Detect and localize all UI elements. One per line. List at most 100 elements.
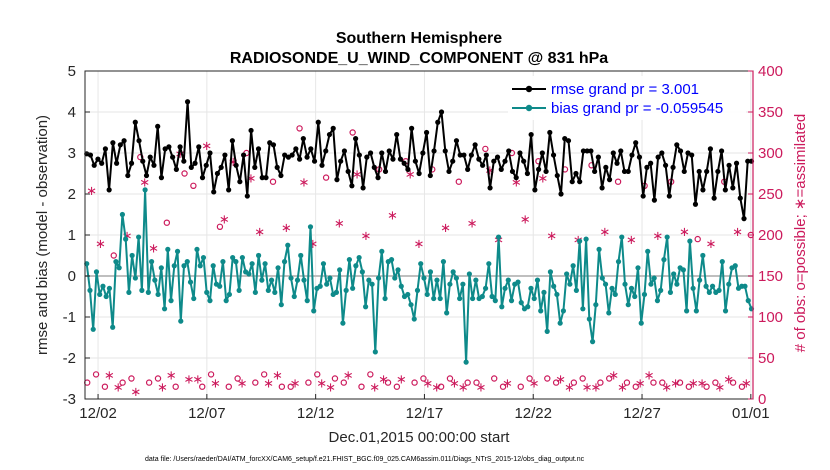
obs-assimilated-point: ∗ [670, 377, 681, 392]
bias-point [363, 304, 369, 310]
bias-point [249, 261, 255, 267]
bias-point [116, 265, 122, 271]
rmse-point [409, 125, 415, 131]
rmse-point [558, 191, 564, 197]
bias-line [85, 188, 753, 364]
bias-point [424, 291, 430, 298]
rmse-point [304, 154, 310, 160]
bias-point [628, 285, 635, 291]
obs-assimilated-point: ∗ [537, 172, 548, 187]
obs-possible-point [128, 375, 135, 382]
bias-point [226, 291, 233, 298]
bias-point [583, 236, 589, 242]
bias-point [418, 261, 424, 267]
rmse-point [423, 129, 430, 136]
obs-assimilated-point: ∗ [192, 373, 203, 388]
bias-point [651, 275, 657, 281]
bias-point [557, 320, 563, 326]
rmse-point [659, 150, 665, 156]
obs-possible-point [305, 379, 312, 386]
obs-assimilated-point: ∗ [148, 241, 159, 256]
bias-point [486, 261, 492, 267]
rmse-point [719, 148, 725, 154]
obs-assimilated-point: ∗ [661, 381, 672, 396]
bias-point [635, 265, 641, 271]
rmse-point [315, 119, 321, 125]
rmse-point [554, 172, 560, 179]
rmse-point [472, 142, 478, 148]
rmse-point [453, 138, 460, 144]
right-tick-label: 200 [758, 227, 783, 244]
rmse-point [692, 201, 699, 207]
right-tick-label: 50 [758, 350, 775, 367]
rmse-point [498, 166, 504, 172]
bias-point [207, 298, 213, 304]
obs-possible-point [314, 371, 321, 378]
rmse-point [394, 131, 400, 138]
x-tick-label: 12/27 [623, 405, 661, 422]
rmse-point [483, 152, 489, 158]
obs-assimilated-point: ∗ [104, 368, 115, 383]
rmse-point [465, 166, 471, 172]
bias-point [632, 293, 638, 300]
obs-possible-point [287, 383, 294, 390]
bias-point [684, 308, 690, 314]
left-tick-label: 0 [68, 268, 76, 285]
bias-point [440, 259, 447, 265]
bias-point [281, 259, 288, 265]
bias-point [346, 257, 352, 263]
bias-point [596, 246, 602, 252]
bias-point [126, 289, 132, 295]
rmse-point [614, 160, 620, 166]
bias-point [538, 308, 544, 314]
bias-point [304, 298, 310, 304]
obs-possible-point [101, 383, 109, 390]
legend: rmse grand pr = 3.001 bias grand pr = -0… [508, 76, 746, 120]
right-axis-ticks: 0 50 100 150 200 250 300 350 400 [748, 63, 783, 408]
rmse-point [700, 187, 706, 193]
obs-possible-point [207, 371, 215, 378]
rmse-point [155, 123, 161, 129]
obs-possible-point [552, 379, 560, 386]
rmse-point [196, 144, 202, 150]
bias-point [291, 293, 297, 300]
bias-point [560, 308, 567, 314]
rmse-point [599, 185, 605, 191]
bias-point [447, 281, 453, 287]
obs-assimilated-point: ∗ [422, 377, 433, 392]
rmse-point [184, 99, 191, 105]
bias-point [671, 271, 677, 277]
left-tick-label: -3 [63, 391, 76, 408]
rmse-point [629, 152, 635, 158]
obs-possible-point [437, 383, 445, 390]
obs-possible-point [623, 379, 631, 386]
bias-point [204, 289, 210, 295]
bias-point [706, 289, 712, 295]
obs-possible-point [278, 383, 286, 390]
rmse-point [733, 160, 740, 166]
bias-point [460, 281, 466, 287]
rmse-point [506, 148, 512, 154]
left-tick-label: 3 [68, 145, 76, 162]
right-tick-label: 350 [758, 104, 783, 121]
bias-point [285, 242, 291, 248]
bias-point [152, 277, 158, 283]
rmse-point [255, 146, 262, 152]
rmse-point [580, 148, 587, 154]
chart-title: Southern Hemisphere [336, 30, 502, 47]
bias-point [470, 295, 476, 302]
obs-possible-point [473, 379, 480, 386]
obs-assimilated-point: ∗ [431, 381, 442, 396]
legend-box [508, 76, 746, 120]
x-tick-label: 12/17 [406, 405, 444, 422]
rmse-point [270, 142, 277, 148]
left-axis-ticks: -3 -2 -1 0 1 2 3 4 5 [63, 63, 90, 408]
bias-point [236, 287, 242, 293]
obs-possible-point [676, 379, 684, 386]
bias-point [667, 289, 674, 295]
rmse-point [289, 152, 295, 158]
bias-point [431, 295, 437, 302]
bias-point [191, 295, 197, 302]
rmse-point [244, 193, 250, 199]
rmse-point [644, 164, 650, 170]
